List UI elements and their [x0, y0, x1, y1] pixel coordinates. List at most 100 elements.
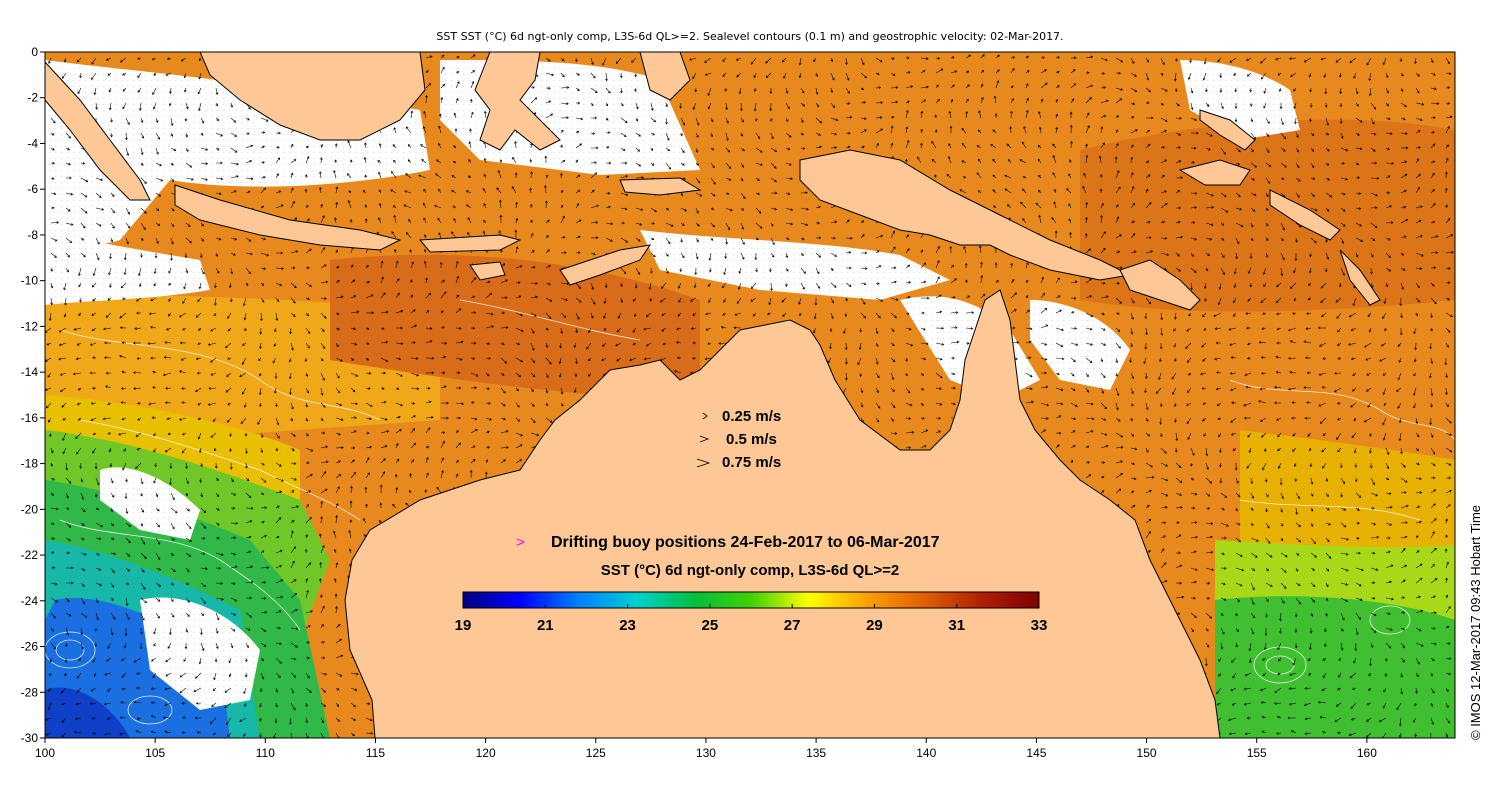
velocity-vector: [530, 171, 533, 179]
velocity-vector: [170, 177, 175, 182]
velocity-vector: [364, 486, 368, 494]
velocity-vector: [230, 536, 237, 540]
x-tick-label: 150: [1137, 746, 1157, 760]
velocity-vector: [948, 110, 952, 119]
velocity-vector: [1350, 357, 1357, 361]
velocity-vector: [665, 147, 671, 152]
velocity-vector: [1400, 491, 1407, 494]
velocity-vector: [1235, 582, 1243, 587]
velocity-vector: [500, 357, 508, 364]
y-tick-label: -16: [21, 411, 39, 425]
velocity-vector: [214, 462, 218, 469]
velocity-vector: [121, 370, 127, 374]
velocity-vector: [1265, 597, 1269, 602]
velocity-vector: [1265, 492, 1269, 498]
velocity-vector: [1250, 612, 1256, 619]
velocity-vector: [530, 219, 533, 224]
velocity-vector: [468, 141, 472, 149]
velocity-vector: [560, 116, 569, 120]
velocity-vector: [1445, 490, 1452, 494]
velocity-vector: [1219, 72, 1223, 79]
velocity-vector: [980, 261, 983, 269]
velocity-vector: [320, 247, 326, 254]
velocity-vector: [1160, 102, 1164, 106]
velocity-vector: [58, 327, 67, 333]
velocity-vector: [95, 522, 104, 528]
velocity-vector: [135, 432, 142, 438]
velocity-vector: [1430, 518, 1437, 524]
velocity-vector: [1130, 327, 1134, 335]
velocity-vector: [769, 117, 773, 122]
velocity-vector: [364, 503, 368, 509]
velocity-vector: [634, 282, 638, 289]
velocity-vector: [440, 401, 449, 405]
velocity-vector: [920, 342, 929, 346]
velocity-vector: [963, 246, 967, 254]
velocity-vector: [1144, 372, 1148, 380]
velocity-vector: [586, 342, 592, 350]
velocity-vector: [200, 177, 208, 181]
velocity-vector: [1399, 297, 1403, 307]
velocity-vector: [79, 462, 83, 469]
velocity-vector: [905, 248, 910, 254]
velocity-vector: [575, 203, 580, 209]
velocity-vector: [122, 102, 127, 110]
velocity-vector: [350, 357, 354, 361]
velocity-vector: [183, 72, 187, 79]
velocity-vector: [1365, 357, 1372, 361]
velocity-vector: [905, 296, 911, 299]
velocity-vector: [753, 72, 757, 79]
velocity-vector: [95, 192, 102, 198]
velocity-vector: [1130, 490, 1135, 494]
velocity-vector: [665, 132, 670, 141]
velocity-vector: [258, 357, 262, 362]
velocity-vector: [1276, 282, 1282, 288]
velocity-vector: [1235, 627, 1239, 633]
velocity-vector: [1010, 292, 1017, 299]
velocity-vector: [121, 657, 127, 661]
velocity-vector: [1186, 417, 1192, 425]
velocity-vector: [634, 72, 638, 78]
velocity-vector: [392, 205, 397, 209]
velocity-vector: [770, 147, 778, 152]
velocity-vector: [1337, 447, 1342, 453]
velocity-vector: [150, 730, 157, 734]
velocity-vector: [785, 162, 792, 166]
velocity-vector: [740, 132, 744, 137]
velocity-vector: [1025, 309, 1031, 314]
velocity-vector: [365, 445, 373, 449]
velocity-vector: [466, 204, 472, 209]
velocity-vector: [76, 672, 82, 679]
velocity-vector: [244, 327, 247, 332]
velocity-vector: [676, 341, 682, 344]
velocity-vector: [1310, 507, 1314, 512]
velocity-vector: [1250, 162, 1257, 168]
velocity-vector: [1233, 297, 1237, 304]
velocity-vector: [94, 642, 98, 648]
velocity-vector: [140, 132, 145, 139]
velocity-vector: [1190, 221, 1196, 224]
velocity-vector: [197, 402, 202, 406]
velocity-vector: [1188, 72, 1192, 80]
velocity-vector: [410, 309, 416, 314]
velocity-vector: [80, 627, 84, 636]
velocity-vector: [349, 159, 353, 164]
velocity-vector: [1337, 327, 1342, 333]
velocity-vector: [1100, 86, 1106, 89]
velocity-vector: [1250, 537, 1259, 542]
velocity-vector: [1070, 387, 1076, 391]
velocity-vector: [470, 295, 476, 299]
velocity-vector: [230, 102, 234, 108]
velocity-vector: [1321, 687, 1327, 692]
velocity-vector: [1400, 267, 1406, 271]
velocity-vector: [875, 372, 880, 379]
velocity-vector: [1352, 387, 1357, 392]
velocity-vector: [395, 429, 402, 434]
velocity-vector: [935, 56, 941, 60]
velocity-vector: [1413, 387, 1417, 396]
velocity-vector: [1099, 174, 1103, 179]
velocity-vector: [1247, 267, 1252, 274]
velocity-vector: [228, 672, 232, 678]
velocity-vector: [1100, 461, 1106, 465]
velocity-vector: [305, 504, 309, 509]
